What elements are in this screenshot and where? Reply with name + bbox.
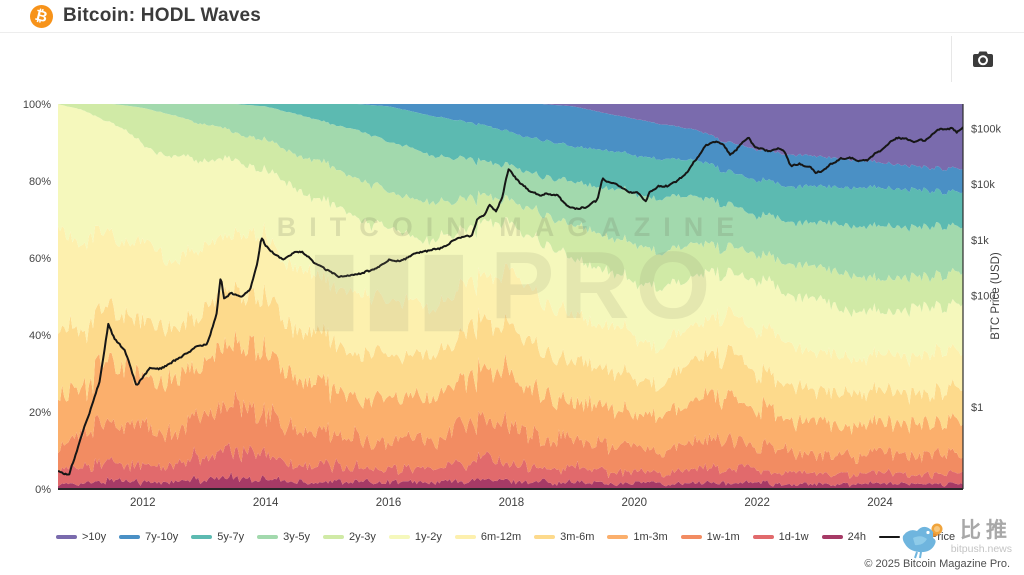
area-band-1d-1w <box>58 442 963 487</box>
x-axis-label: 2024 <box>867 497 893 509</box>
bitpush-bird-icon <box>902 523 943 559</box>
x-axis-label: 2022 <box>744 497 770 509</box>
y-axis-label-left: 20% <box>29 407 51 419</box>
title-bar: ₿ Bitcoin: HODL Waves <box>0 0 1024 33</box>
legend-label: 1d-1w <box>778 531 809 543</box>
legend-swatch <box>191 535 213 539</box>
camera-icon[interactable] <box>969 46 997 72</box>
legend-swatch <box>257 535 279 539</box>
bitpush-cn-text: 比推 <box>960 519 1012 542</box>
x-axis-label: 2012 <box>130 497 156 509</box>
legend-item-5y-7y[interactable]: 5y-7y <box>191 531 244 543</box>
legend-swatch <box>821 535 843 539</box>
x-axis-label: 2014 <box>253 497 279 509</box>
right-axis-title: BTC Price (USD) <box>990 252 1002 340</box>
bitpush-logo: 比推 bitpush.news <box>899 520 1012 560</box>
chart-toolbar <box>0 34 1024 85</box>
chart-area: 0% 20% 40% 60% 80% 100% $100k $10k $1k $100 $1 BTC … <box>0 84 1024 520</box>
y-axis-label-right: $100k <box>971 124 1001 136</box>
legend-swatch <box>607 535 629 539</box>
legend-label: 6m-12m <box>480 531 522 543</box>
area-band--10y <box>58 104 963 171</box>
legend-item-6m-12m[interactable]: 6m-12m <box>454 531 522 543</box>
area-band-2y-3y <box>58 104 963 318</box>
legend-item-3y-5y[interactable]: 3y-5y <box>257 531 310 543</box>
legend-label: 1m-3m <box>633 531 668 543</box>
legend-label: 1y-2y <box>414 531 442 543</box>
legend-swatch <box>454 535 476 539</box>
copyright-text: © 2025 Bitcoin Magazine Pro. <box>864 558 1010 570</box>
legend-label: 5y-7y <box>217 531 245 543</box>
legend-label: 1w-1m <box>706 531 740 543</box>
camera-glyph <box>973 51 993 67</box>
page-title: Bitcoin: HODL Waves <box>63 5 262 26</box>
legend-swatch <box>323 535 345 539</box>
area-band-1y-2y <box>58 104 963 367</box>
btc-price-line <box>58 126 963 476</box>
legend-label: 24h <box>847 531 866 543</box>
area-band-1m-3m <box>58 330 963 464</box>
legend-swatch <box>534 535 556 539</box>
y-axis-label-right: $10k <box>971 179 995 191</box>
area-band-1w-1m <box>58 389 963 480</box>
legend-swatch <box>388 535 410 539</box>
chart-legend: >10y 7y-10y 5y-7y 3y-5y 2y-3y 1y-2y 6m-12m 3m-6… <box>56 531 955 543</box>
legend-label: 3m-6m <box>560 531 595 543</box>
legend-swatch <box>878 536 900 538</box>
legend-item-1m-3m[interactable]: 1m-3m <box>607 531 668 543</box>
y-axis-label-right: $1k <box>971 235 989 247</box>
toolbar-divider <box>951 36 952 82</box>
legend-item-1y-2y[interactable]: 1y-2y <box>388 531 442 543</box>
x-axis-label: 2018 <box>499 497 525 509</box>
legend-swatch <box>119 535 141 539</box>
legend-label: 3y-5y <box>283 531 311 543</box>
y-axis-label-left: 100% <box>23 99 51 111</box>
legend-item--10y[interactable]: >10y <box>56 531 106 543</box>
area-band-6m-12m <box>58 222 963 405</box>
legend-swatch <box>680 535 702 539</box>
area-band-24h <box>58 472 963 489</box>
legend-item-7y-10y[interactable]: 7y-10y <box>119 531 178 543</box>
legend-label: 7y-10y <box>145 531 179 543</box>
bitcoin-logo-icon: ₿ <box>30 4 53 28</box>
y-axis-label-left: 80% <box>29 176 51 188</box>
area-band-7y-10y <box>58 104 963 195</box>
y-axis-label-left: 60% <box>29 253 51 265</box>
y-axis-label-left: 40% <box>29 330 51 342</box>
y-axis-label-right: $1 <box>971 402 983 414</box>
y-axis-label-left: 0% <box>35 484 51 496</box>
legend-item-1w-1m[interactable]: 1w-1m <box>680 531 740 543</box>
x-axis-label: 2020 <box>622 497 648 509</box>
legend-item-1d-1w[interactable]: 1d-1w <box>752 531 809 543</box>
legend-swatch <box>752 535 774 539</box>
legend-item-2y-3y[interactable]: 2y-3y <box>323 531 376 543</box>
area-band-3m-6m <box>58 280 963 435</box>
legend-label: 2y-3y <box>349 531 376 543</box>
legend-label: >10y <box>82 531 107 543</box>
y-axis-label-right: $100 <box>971 291 995 303</box>
area-band-3y-5y <box>58 104 963 283</box>
hodl-waves-chart[interactable]: 0% 20% 40% 60% 80% 100% $100k $10k $1k $100 $1 BTC … <box>0 84 1024 520</box>
legend-item-24h[interactable]: 24h <box>821 531 866 543</box>
x-axis-label: 2016 <box>376 497 402 509</box>
area-band-5y-7y <box>58 104 963 232</box>
legend-swatch <box>56 535 77 539</box>
legend-item-3m-6m[interactable]: 3m-6m <box>534 531 594 543</box>
bitpush-domain: bitpush.news <box>950 543 1012 555</box>
